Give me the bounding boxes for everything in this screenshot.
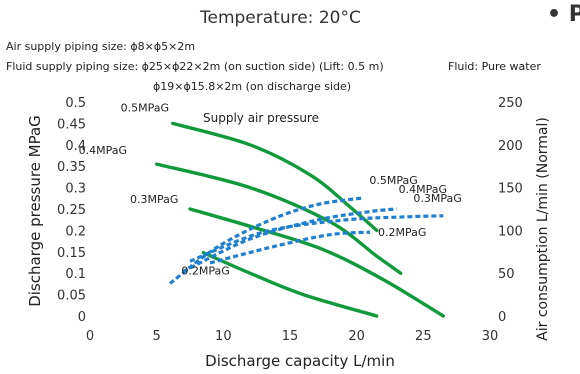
series-label: 0.2MPaG bbox=[378, 226, 426, 239]
y2-tick-label: 0 bbox=[498, 310, 506, 325]
fluid-piping-note: Fluid supply piping size: ϕ25×ϕ22×2m (on… bbox=[6, 60, 384, 73]
y2-tick-label: 250 bbox=[498, 96, 523, 111]
x-axis-label: Discharge capacity L/min bbox=[205, 352, 395, 370]
discharge-piping-note: ϕ19×ϕ15.8×2m (on discharge side) bbox=[153, 80, 352, 93]
x-tick-label: 30 bbox=[482, 329, 499, 344]
series-label: 0.3MPaG bbox=[413, 192, 461, 205]
y2-axis-label: Air consumption L/min (Normal) bbox=[535, 117, 551, 341]
y-tick-label: 0.35 bbox=[57, 160, 86, 175]
y-tick-label: 0.45 bbox=[57, 117, 86, 132]
supply-air-pressure-annotation: Supply air pressure bbox=[203, 111, 319, 125]
y-tick-label: 0.5 bbox=[65, 96, 86, 111]
air-consumption-line-03 bbox=[189, 214, 444, 263]
series-label: 0.2MPaG bbox=[181, 265, 229, 278]
section-heading-fragment: • P bbox=[547, 2, 580, 27]
air-piping-note: Air supply piping size: ϕ8×ϕ5×2m bbox=[6, 40, 196, 53]
y-tick-label: 0.2 bbox=[65, 224, 86, 239]
x-tick-label: 25 bbox=[415, 329, 432, 344]
x-tick-label: 5 bbox=[153, 329, 161, 344]
y-tick-label: 0.25 bbox=[57, 203, 86, 218]
x-tick-label: 20 bbox=[348, 329, 365, 344]
chart-header-title: Temperature: 20°C bbox=[200, 8, 361, 28]
discharge-pressure-line-02 bbox=[201, 251, 379, 318]
y-tick-label: 0.3 bbox=[65, 182, 86, 197]
series-label: 0.5MPaG bbox=[369, 174, 417, 187]
x-tick-label: 0 bbox=[86, 329, 94, 344]
y-axis-label: Discharge pressure MPaG bbox=[26, 115, 44, 307]
x-tick-label: 10 bbox=[215, 329, 232, 344]
y-tick-label: 0.4 bbox=[65, 139, 86, 154]
series-label: 0.4MPaG bbox=[79, 144, 127, 157]
axes: 0 5 10 15 20 25 30 0 0.05 0.1 0.15 0.2 0.25 0.3 0.35 0.… bbox=[57, 96, 523, 344]
y-tick-label: 0.1 bbox=[65, 267, 86, 282]
discharge-pressure-line-04 bbox=[155, 162, 403, 275]
series-label: 0.4MPaG bbox=[399, 183, 447, 196]
series-layer bbox=[155, 121, 445, 318]
series-labels: 0.5MPaG0.4MPaG0.3MPaG0.2MPaG0.5MPaG0.4MP… bbox=[79, 101, 462, 277]
series-label: 0.5MPaG bbox=[121, 101, 169, 114]
y-tick-label: 0 bbox=[78, 310, 86, 325]
x-tick-label: 15 bbox=[282, 329, 299, 344]
fluid-note: Fluid: Pure water bbox=[448, 60, 541, 73]
y2-tick-label: 150 bbox=[498, 182, 523, 197]
y2-tick-label: 100 bbox=[498, 224, 523, 239]
discharge-pressure-line-03 bbox=[188, 207, 445, 318]
y-tick-label: 0.05 bbox=[57, 289, 86, 304]
y2-tick-label: 200 bbox=[498, 139, 523, 154]
y2-tick-label: 50 bbox=[498, 267, 515, 282]
air-consumption-line-02 bbox=[209, 230, 371, 265]
series-label: 0.3MPaG bbox=[130, 193, 178, 206]
y-tick-label: 0.15 bbox=[57, 246, 86, 261]
